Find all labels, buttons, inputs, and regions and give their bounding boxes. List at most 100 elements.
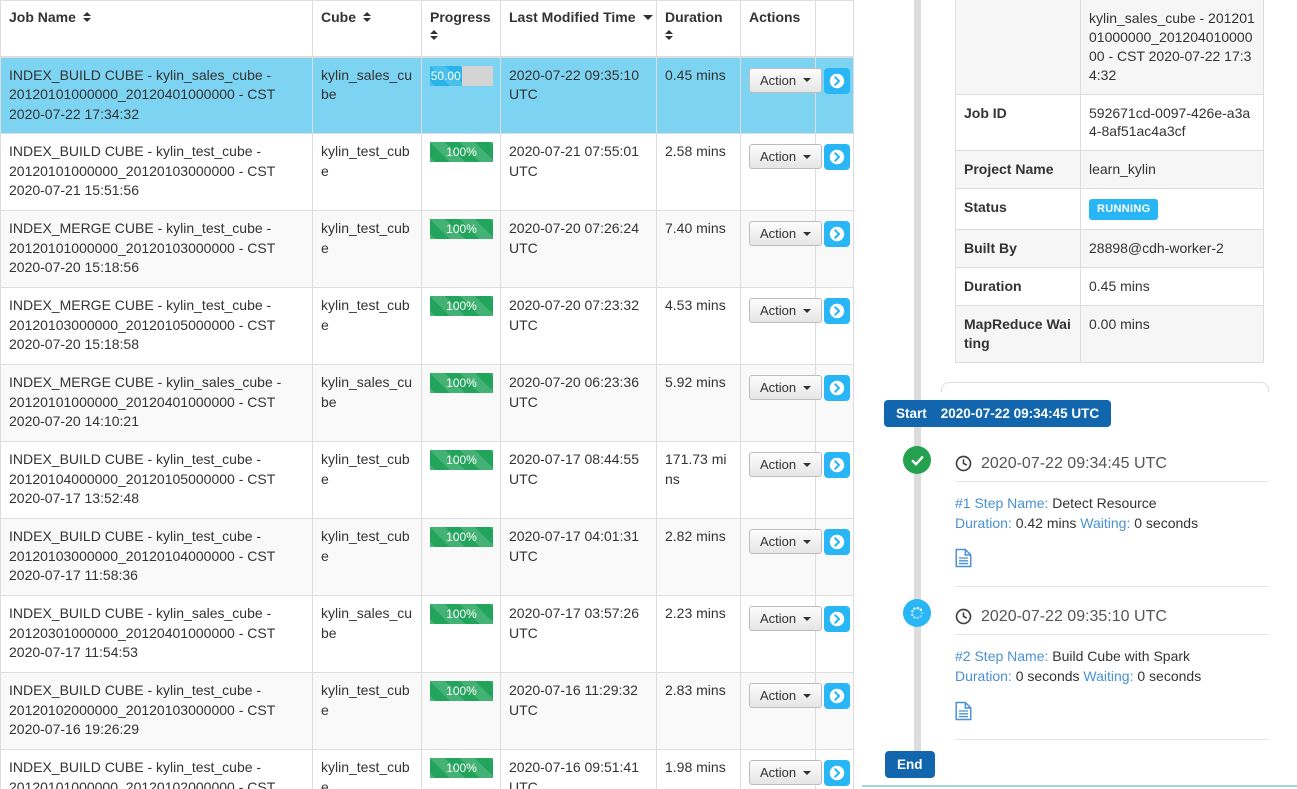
step-log-icon — [955, 548, 972, 568]
action-label: Action — [760, 226, 797, 241]
detail-label: Project Name — [955, 150, 1081, 190]
chevron-circle-right-icon — [829, 226, 845, 242]
action-dropdown-button[interactable]: Action — [749, 760, 823, 785]
action-dropdown-button[interactable]: Action — [749, 529, 823, 554]
action-dropdown-button[interactable]: Action — [749, 298, 823, 323]
column-header-last-modified-time[interactable]: Last Modified Time — [500, 0, 657, 58]
column-header-cube[interactable]: Cube — [312, 0, 422, 58]
sort-desc-icon[interactable] — [642, 14, 653, 20]
view-step-log-button[interactable] — [955, 548, 972, 573]
open-detail-button[interactable] — [824, 760, 850, 786]
progress-bar: 50.00 — [430, 65, 462, 86]
detail-value: learn_kylin — [1080, 150, 1264, 190]
progress-track: 100% — [430, 142, 493, 162]
progress-bar: 100% — [430, 681, 493, 701]
jobs-table-header: Job Name Cube Progress Last Modified Time Du… — [0, 0, 854, 58]
actions-cell: Action — [740, 364, 823, 442]
sort-icon[interactable] — [82, 12, 91, 22]
progress-track: 100% — [430, 450, 493, 470]
job-row[interactable]: INDEX_MERGE CUBE - kylin_sales_cube - 20… — [0, 364, 854, 442]
open-detail-button[interactable] — [824, 221, 850, 247]
job-row[interactable]: INDEX_BUILD CUBE - kylin_test_cube - 201… — [0, 441, 854, 519]
action-dropdown-button[interactable]: Action — [749, 452, 823, 477]
last-modified-cell: 2020-07-16 11:29:32 UTC — [500, 672, 657, 750]
action-dropdown-button[interactable]: Action — [749, 606, 823, 631]
open-detail-button[interactable] — [824, 375, 850, 401]
step-waiting-label: Waiting: — [1083, 668, 1134, 684]
job-row[interactable]: INDEX_BUILD CUBE - kylin_sales_cube - 20… — [0, 56, 854, 134]
detail-cell — [815, 133, 854, 211]
action-dropdown-button[interactable]: Action — [749, 67, 823, 93]
view-step-log-button[interactable] — [955, 701, 972, 726]
cube-cell: kylin_sales_cube — [312, 595, 422, 673]
open-detail-button[interactable] — [824, 606, 850, 632]
open-detail-button[interactable] — [824, 529, 850, 555]
step-time: 2020-07-22 09:35:10 UTC — [981, 607, 1167, 625]
open-detail-button[interactable] — [824, 452, 850, 478]
actions-cell: Action — [740, 287, 823, 365]
start-time: 2020-07-22 09:34:45 UTC — [940, 406, 1100, 421]
job-row[interactable]: INDEX_BUILD CUBE - kylin_test_cube - 201… — [0, 133, 854, 211]
column-header-job-name[interactable]: Job Name — [0, 0, 313, 58]
action-dropdown-button[interactable]: Action — [749, 375, 823, 400]
timeline-step: 2020-07-22 09:34:45 UTC #1 Step Name: Det… — [955, 446, 1269, 587]
job-name-cell: INDEX_BUILD CUBE - kylin_sales_cube - 20… — [0, 56, 313, 134]
step-time-heading: 2020-07-22 09:35:10 UTC — [955, 599, 1269, 635]
job-row[interactable]: INDEX_BUILD CUBE - kylin_test_cube - 201… — [0, 518, 854, 596]
job-row[interactable]: INDEX_MERGE CUBE - kylin_test_cube - 201… — [0, 287, 854, 365]
detail-cell — [815, 518, 854, 596]
column-header-progress[interactable]: Progress — [421, 0, 501, 58]
progress-track: 100% — [430, 604, 493, 624]
actions-cell: Action — [740, 441, 823, 519]
duration-cell: 2.58 mins — [656, 133, 741, 211]
open-detail-button[interactable] — [824, 298, 850, 324]
open-detail-button[interactable] — [824, 683, 850, 709]
caret-down-icon — [803, 78, 812, 82]
progress-track: 100% — [430, 681, 493, 701]
duration-cell: 4.53 mins — [656, 287, 741, 365]
action-dropdown-button[interactable]: Action — [749, 683, 823, 708]
last-modified-cell: 2020-07-20 07:23:32 UTC — [500, 287, 657, 365]
last-modified-cell: 2020-07-16 09:51:41 UTC — [500, 749, 657, 789]
detail-label: Status — [955, 188, 1081, 231]
progress-track: 100% — [430, 219, 493, 239]
action-dropdown-button[interactable]: Action — [749, 144, 823, 169]
caret-down-icon — [803, 616, 812, 621]
chevron-circle-right-icon — [829, 380, 845, 396]
duration-cell: 171.73 mins — [656, 441, 741, 519]
job-row[interactable]: INDEX_MERGE CUBE - kylin_test_cube - 201… — [0, 210, 854, 288]
job-row[interactable]: INDEX_BUILD CUBE - kylin_test_cube - 201… — [0, 749, 854, 789]
step-duration-label: Duration: — [955, 668, 1012, 684]
chevron-circle-right-icon — [829, 765, 845, 781]
duration-cell: 2.23 mins — [656, 595, 741, 673]
detail-label — [955, 0, 1081, 95]
action-label: Action — [760, 611, 797, 626]
cube-cell: kylin_test_cube — [312, 133, 422, 211]
open-detail-button[interactable] — [824, 144, 850, 170]
last-modified-cell: 2020-07-17 03:57:26 UTC — [500, 595, 657, 673]
progress-track: 100% — [430, 527, 493, 547]
step-name-line: #1 Step Name: Detect Resource — [955, 493, 1269, 513]
job-name-cell: INDEX_MERGE CUBE - kylin_test_cube - 201… — [0, 210, 313, 288]
job-row[interactable]: INDEX_BUILD CUBE - kylin_sales_cube - 20… — [0, 595, 854, 673]
sort-icon[interactable] — [665, 30, 673, 40]
detail-row: Status RUNNING — [955, 188, 1264, 231]
sort-icon[interactable] — [430, 30, 438, 40]
action-dropdown-button[interactable]: Action — [749, 221, 823, 246]
detail-value: 592671cd-0097-426e-a3a4-8af51ac4a3cf — [1080, 93, 1264, 152]
cube-cell: kylin_sales_cube — [312, 364, 422, 442]
caret-down-icon — [803, 231, 812, 236]
detail-value: 0.45 mins — [1080, 266, 1264, 306]
open-detail-button[interactable] — [824, 67, 850, 94]
cube-cell: kylin_sales_cube — [312, 56, 422, 134]
step-index-label: #1 Step Name: — [955, 495, 1049, 511]
actions-cell: Action — [740, 210, 823, 288]
step-name: Detect Resource — [1052, 495, 1157, 511]
step-time-heading: 2020-07-22 09:34:45 UTC — [955, 446, 1269, 482]
job-row[interactable]: INDEX_BUILD CUBE - kylin_test_cube - 201… — [0, 672, 854, 750]
sort-icon[interactable] — [363, 12, 371, 22]
progress-track: 100% — [430, 296, 493, 316]
column-header-duration[interactable]: Duration — [656, 0, 741, 58]
bottom-divider — [862, 785, 1297, 787]
